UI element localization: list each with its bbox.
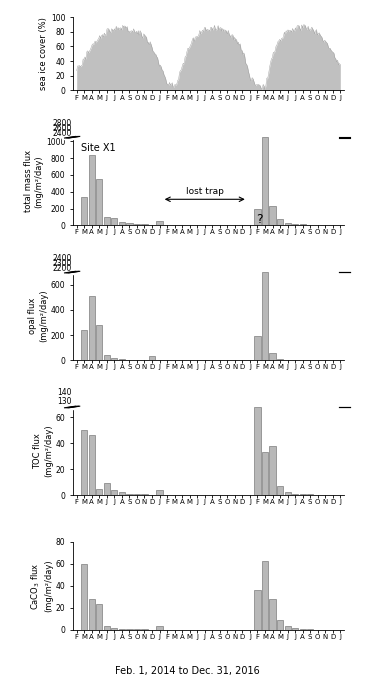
Bar <box>119 359 125 360</box>
Bar <box>62 405 79 409</box>
Bar <box>134 494 140 495</box>
Bar <box>141 224 148 225</box>
Y-axis label: TOC flux
(mg/m²/day): TOC flux (mg/m²/day) <box>33 425 53 477</box>
Bar <box>81 330 87 360</box>
Bar <box>141 629 148 630</box>
Bar <box>81 430 87 495</box>
Bar <box>119 221 125 225</box>
Bar <box>119 629 125 630</box>
Bar <box>269 599 276 630</box>
Text: 2300: 2300 <box>52 259 71 268</box>
Bar <box>81 197 87 225</box>
Bar <box>285 492 291 495</box>
Text: 2200: 2200 <box>52 264 71 273</box>
Bar <box>134 629 140 630</box>
Bar <box>89 296 95 360</box>
Bar <box>156 490 163 495</box>
Bar <box>96 488 102 495</box>
Y-axis label: sea ice cover (%): sea ice cover (%) <box>39 17 48 90</box>
Bar <box>149 355 155 360</box>
Bar <box>111 490 117 495</box>
Bar <box>96 325 102 360</box>
Bar <box>300 494 306 495</box>
Bar <box>262 452 268 495</box>
Y-axis label: total mass flux
(mg/m²/day): total mass flux (mg/m²/day) <box>24 151 43 212</box>
Bar <box>141 494 148 495</box>
Bar <box>156 221 163 225</box>
Bar <box>307 629 313 630</box>
Bar <box>104 355 110 360</box>
Bar <box>254 208 261 225</box>
Text: 2400: 2400 <box>52 253 71 262</box>
Bar <box>254 590 261 630</box>
Bar <box>62 270 79 274</box>
Bar <box>262 138 268 225</box>
Bar <box>277 620 283 630</box>
Bar <box>126 223 132 225</box>
Bar <box>96 603 102 630</box>
Bar <box>307 494 313 495</box>
Text: Site X1: Site X1 <box>81 144 116 153</box>
Bar <box>269 206 276 225</box>
Y-axis label: CaCO$_3$ flux
(mg/m²/day): CaCO$_3$ flux (mg/m²/day) <box>30 560 53 612</box>
Bar <box>285 626 291 630</box>
Y-axis label: opal flux
(mg/m²/day): opal flux (mg/m²/day) <box>28 290 48 343</box>
Bar <box>111 358 117 360</box>
Bar <box>126 494 132 495</box>
Text: 130: 130 <box>57 397 71 406</box>
Bar <box>262 560 268 630</box>
Bar <box>111 218 117 225</box>
Bar <box>277 219 283 225</box>
Bar <box>62 136 79 139</box>
Text: ?: ? <box>257 213 263 226</box>
Bar <box>111 628 117 630</box>
Bar <box>134 224 140 225</box>
Bar <box>119 492 125 495</box>
Bar <box>292 494 298 495</box>
Text: lost trap: lost trap <box>186 187 224 196</box>
Bar <box>269 446 276 495</box>
Bar <box>104 484 110 495</box>
Bar <box>300 629 306 630</box>
Bar <box>104 217 110 225</box>
Bar <box>104 626 110 630</box>
Text: 2400: 2400 <box>52 129 71 138</box>
Bar <box>292 628 298 630</box>
Bar <box>126 629 132 630</box>
Bar <box>89 155 95 225</box>
Bar <box>254 407 261 495</box>
Bar <box>277 359 283 360</box>
Bar <box>96 179 102 225</box>
Bar <box>89 599 95 630</box>
Bar <box>89 435 95 495</box>
Text: Feb. 1, 2014 to Dec. 31, 2016: Feb. 1, 2014 to Dec. 31, 2016 <box>114 665 260 676</box>
Bar <box>254 336 261 360</box>
Bar <box>285 223 291 225</box>
Bar <box>269 353 276 360</box>
Text: 2800: 2800 <box>52 118 71 127</box>
Bar <box>81 564 87 630</box>
Bar <box>156 626 163 630</box>
Bar <box>292 224 298 225</box>
Text: 140: 140 <box>57 388 71 398</box>
Bar <box>262 272 268 360</box>
Bar <box>277 486 283 495</box>
Text: 2600: 2600 <box>52 124 71 133</box>
